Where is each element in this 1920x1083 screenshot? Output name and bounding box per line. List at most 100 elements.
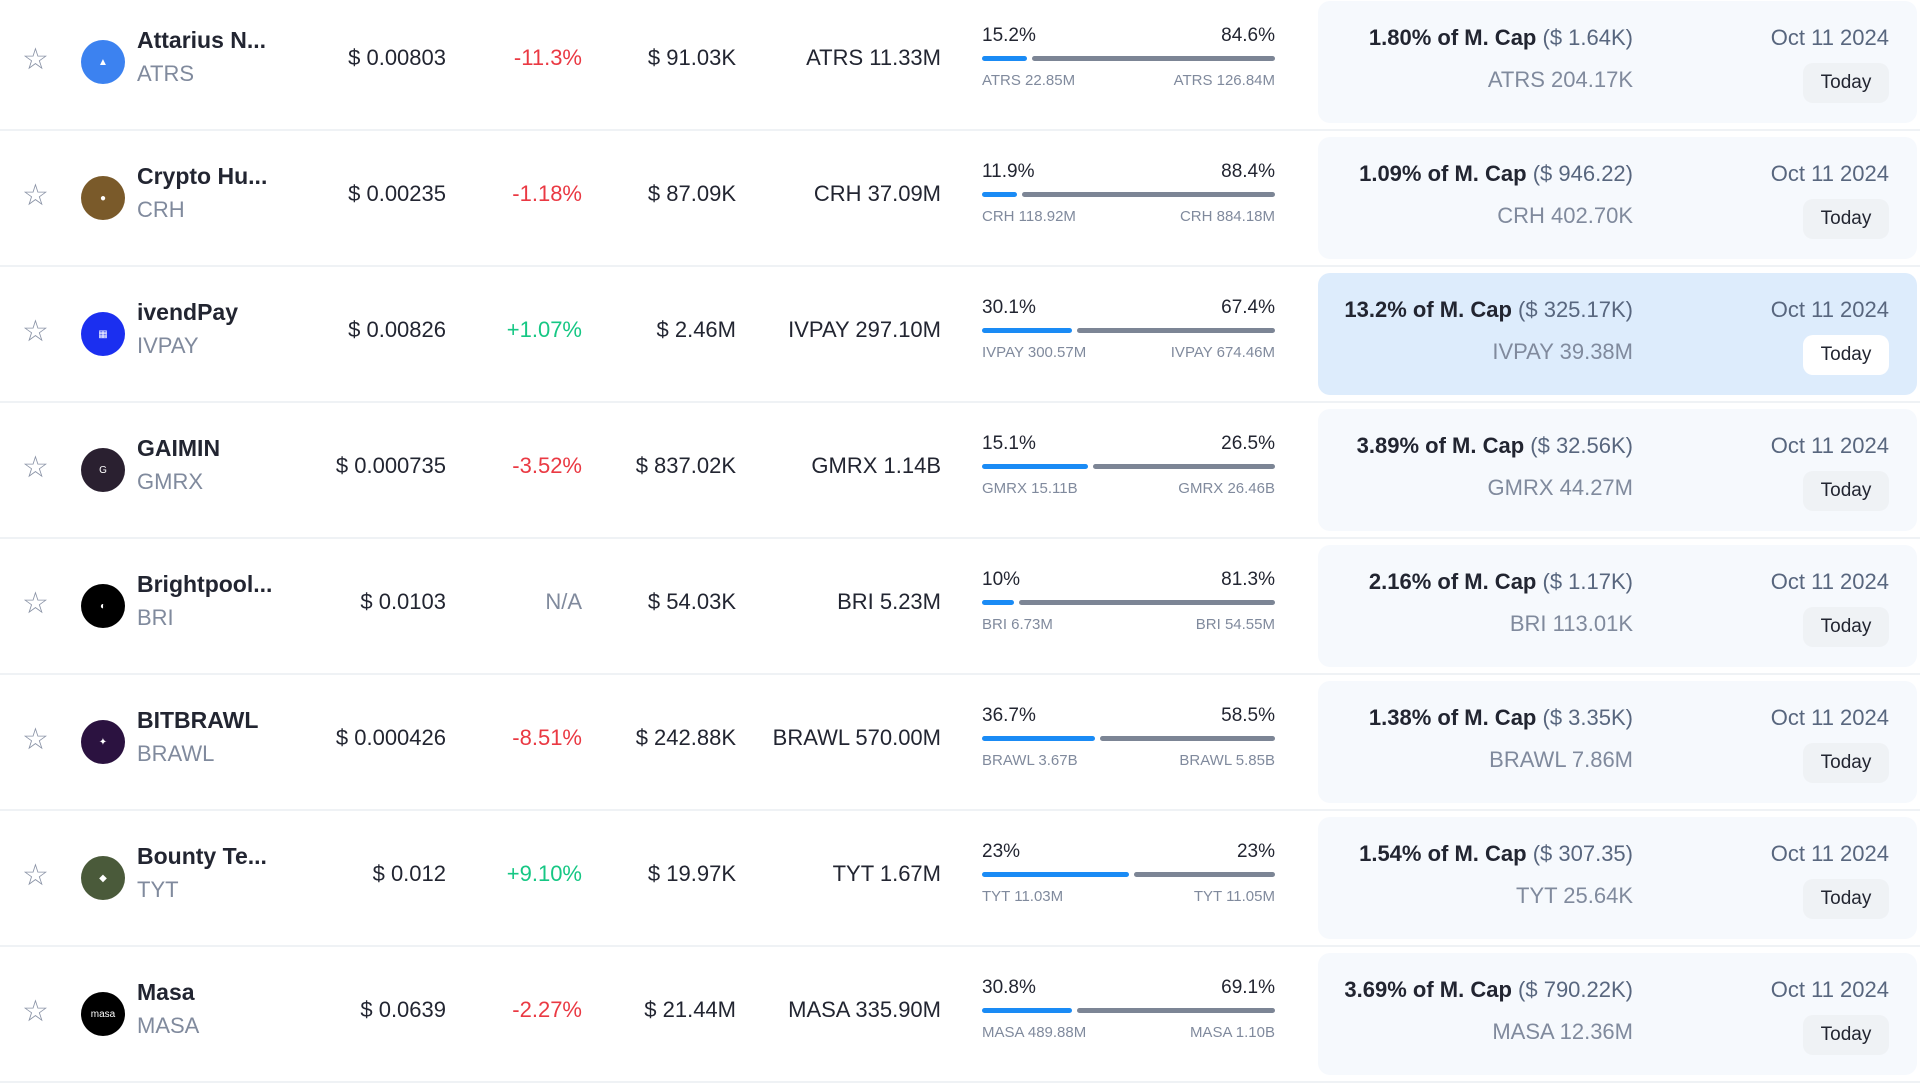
mcap-usd: ($ 946.22) xyxy=(1532,161,1633,186)
price-change: -11.3% xyxy=(513,45,582,70)
next-unlock-card[interactable]: 13.2% of M. Cap ($ 325.17K) IVPAY 39.38M… xyxy=(1318,273,1917,395)
progress-remaining xyxy=(1099,736,1275,741)
star-icon[interactable]: ☆ xyxy=(22,723,49,756)
token-logo-icon: ▲ xyxy=(81,40,125,84)
circulating-supply: MASA 335.90M xyxy=(788,997,941,1022)
table-row[interactable]: ☆ ◆ Bounty Te... TYT $ 0.012 +9.10% $ 19… xyxy=(0,811,1920,947)
token-name[interactable]: Crypto Hu... xyxy=(137,163,268,189)
locked-percent: 88.4% xyxy=(1221,161,1275,182)
today-button[interactable]: Today xyxy=(1803,1015,1889,1055)
token-name[interactable]: Bounty Te... xyxy=(137,843,267,869)
token-name[interactable]: Attarius N... xyxy=(137,27,267,53)
mcap-usd: ($ 325.17K) xyxy=(1518,297,1633,322)
next-unlock-card[interactable]: 2.16% of M. Cap ($ 1.17K) BRI 113.01K Oc… xyxy=(1318,545,1917,667)
token-symbol: IVPAY xyxy=(137,333,199,358)
unlock-date: Oct 11 2024 xyxy=(1770,977,1889,1002)
unlock-amount: IVPAY 39.38M xyxy=(1492,339,1633,364)
locked-amount: GMRX 26.46B xyxy=(1178,480,1275,497)
progress-bar xyxy=(982,1008,1275,1013)
table-row[interactable]: ☆ ▲ Attarius N... ATRS $ 0.00803 -11.3% … xyxy=(0,0,1920,131)
today-button[interactable]: Today xyxy=(1803,63,1889,103)
unlock-mcap: 2.16% of M. Cap ($ 1.17K) xyxy=(1369,569,1633,595)
today-button[interactable]: Today xyxy=(1803,879,1889,919)
table-row[interactable]: ☆ ✦ BITBRAWL BRAWL $ 0.000426 -8.51% $ 2… xyxy=(0,675,1920,811)
unlock-date: Oct 11 2024 xyxy=(1770,433,1889,458)
token-name[interactable]: GAIMIN xyxy=(137,435,221,461)
table-row[interactable]: ☆ ▦ ivendPay IVPAY $ 0.00826 +1.07% $ 2.… xyxy=(0,267,1920,403)
star-icon[interactable]: ☆ xyxy=(22,179,49,212)
mcap-usd: ($ 790.22K) xyxy=(1518,977,1633,1002)
mcap-percent: 3.69% of M. Cap xyxy=(1344,977,1512,1002)
table-row[interactable]: ☆ ● Crypto Hu... CRH $ 0.00235 -1.18% $ … xyxy=(0,131,1920,267)
unlock-date: Oct 11 2024 xyxy=(1770,569,1889,594)
unlocked-percent: 30.8% xyxy=(982,977,1036,998)
locked-amount: BRAWL 5.85B xyxy=(1179,752,1275,769)
locked-amount: MASA 1.10B xyxy=(1189,1024,1275,1041)
price: $ 0.00826 xyxy=(348,317,446,342)
token-symbol: GMRX xyxy=(137,469,203,494)
volume: $ 242.88K xyxy=(635,725,736,750)
progress-fill xyxy=(982,1008,1073,1013)
price: $ 0.00803 xyxy=(348,45,446,70)
token-logo-icon: masa xyxy=(81,992,125,1036)
unlocked-percent: 36.7% xyxy=(982,705,1036,726)
next-unlock-card[interactable]: 1.38% of M. Cap ($ 3.35K) BRAWL 7.86M Oc… xyxy=(1318,681,1917,803)
price: $ 0.0639 xyxy=(360,997,446,1022)
circulating-supply: GMRX 1.14B xyxy=(811,453,941,478)
star-icon[interactable]: ☆ xyxy=(22,315,49,348)
star-icon[interactable]: ☆ xyxy=(22,451,49,484)
unlocked-amount: IVPAY 300.57M xyxy=(982,344,1087,361)
today-button[interactable]: Today xyxy=(1803,335,1889,375)
unlock-date: Oct 11 2024 xyxy=(1770,25,1889,50)
progress-remaining xyxy=(1077,1008,1275,1013)
today-button[interactable]: Today xyxy=(1803,607,1889,647)
unlocked-percent: 11.9% xyxy=(982,161,1035,182)
today-button[interactable]: Today xyxy=(1803,471,1889,511)
mcap-percent: 1.38% of M. Cap xyxy=(1368,705,1537,730)
progress-fill xyxy=(982,56,1027,61)
unlocked-percent: 10% xyxy=(982,569,1021,590)
locked-percent: 67.4% xyxy=(1221,297,1275,318)
next-unlock-card[interactable]: 1.80% of M. Cap ($ 1.64K) ATRS 204.17K O… xyxy=(1318,1,1917,123)
locked-amount: ATRS 126.84M xyxy=(1173,72,1275,89)
price-change: -1.18% xyxy=(512,181,582,206)
token-name[interactable]: ivendPay xyxy=(137,299,238,325)
star-icon[interactable]: ☆ xyxy=(22,43,49,76)
token-name[interactable]: Masa xyxy=(137,979,195,1005)
next-unlock-card[interactable]: 3.89% of M. Cap ($ 32.56K) GMRX 44.27M O… xyxy=(1318,409,1917,531)
star-icon[interactable]: ☆ xyxy=(22,859,49,892)
unlock-progress: 11.9% 88.4% CRH 118.92M CRH 884.18M xyxy=(982,161,1275,241)
volume: $ 837.02K xyxy=(635,453,736,478)
locked-percent: 84.6% xyxy=(1221,25,1275,46)
logo-glyph: ✦ xyxy=(98,736,108,748)
mcap-usd: ($ 3.35K) xyxy=(1542,705,1634,730)
today-button[interactable]: Today xyxy=(1803,199,1889,239)
progress-remaining xyxy=(1093,464,1275,469)
price: $ 0.012 xyxy=(372,861,446,886)
token-name[interactable]: Brightpool... xyxy=(137,571,273,597)
table-row[interactable]: ☆ masa Masa MASA $ 0.0639 -2.27% $ 21.44… xyxy=(0,947,1920,1083)
table-row[interactable]: ☆ ◐ Brightpool... BRI $ 0.0103 N/A $ 54.… xyxy=(0,539,1920,675)
logo-glyph: ◆ xyxy=(99,872,107,884)
next-unlock-card[interactable]: 3.69% of M. Cap ($ 790.22K) MASA 12.36M … xyxy=(1318,953,1917,1075)
token-logo-icon: ◐ xyxy=(81,584,125,628)
token-name[interactable]: BITBRAWL xyxy=(137,707,259,733)
progress-bar xyxy=(982,600,1275,605)
next-unlock-card[interactable]: 1.09% of M. Cap ($ 946.22) CRH 402.70K O… xyxy=(1318,137,1917,259)
progress-remaining xyxy=(1133,872,1275,877)
unlock-date: Oct 11 2024 xyxy=(1770,297,1889,322)
volume: $ 2.46M xyxy=(656,317,737,342)
price-change: N/A xyxy=(545,589,582,614)
locked-amount: TYT 11.05M xyxy=(1193,888,1275,905)
star-icon[interactable]: ☆ xyxy=(22,995,49,1028)
today-button[interactable]: Today xyxy=(1803,743,1889,783)
unlocked-percent: 15.2% xyxy=(982,25,1036,46)
progress-fill xyxy=(982,328,1073,333)
unlock-mcap: 1.54% of M. Cap ($ 307.35) xyxy=(1359,841,1633,867)
next-unlock-card[interactable]: 1.54% of M. Cap ($ 307.35) TYT 25.64K Oc… xyxy=(1318,817,1917,939)
price-change: -2.27% xyxy=(512,997,582,1022)
table-row[interactable]: ☆ G GAIMIN GMRX $ 0.000735 -3.52% $ 837.… xyxy=(0,403,1920,539)
star-icon[interactable]: ☆ xyxy=(22,587,49,620)
progress-remaining xyxy=(1021,192,1275,197)
progress-fill xyxy=(982,872,1129,877)
